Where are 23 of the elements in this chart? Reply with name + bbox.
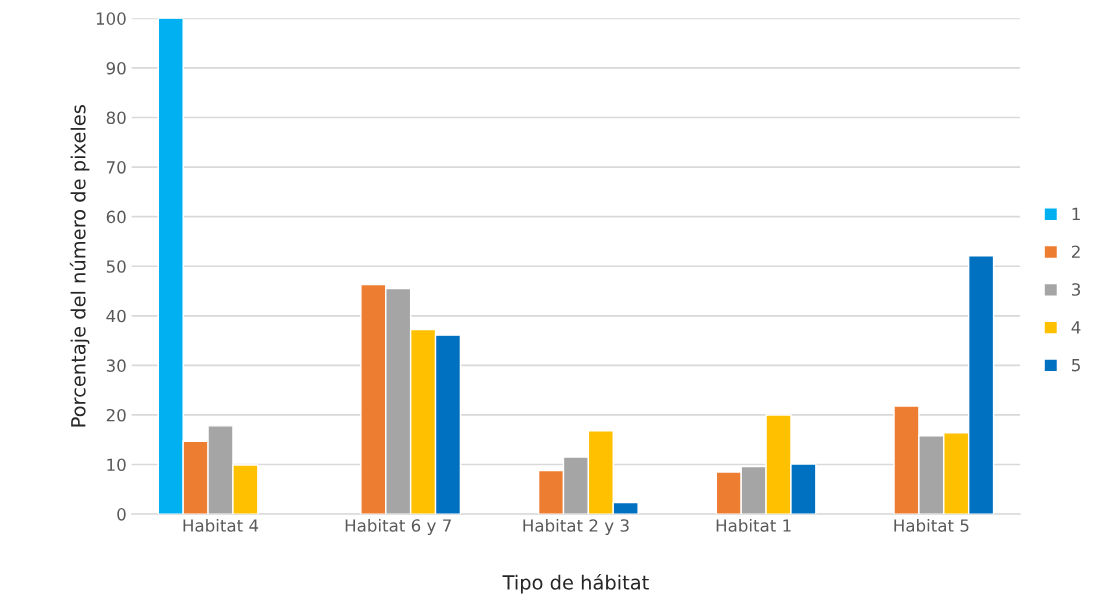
- legend-label: 1: [1072, 207, 1080, 221]
- y-tick-label: 0: [117, 508, 126, 521]
- x-tick-label: Habitat 5: [894, 518, 969, 532]
- x-axis-title: Tipo de hábitat: [502, 573, 649, 594]
- y-tick-label: 60: [106, 210, 126, 224]
- y-tick-label: 80: [106, 111, 126, 125]
- y-tick-label: 100: [96, 12, 126, 25]
- y-tick-label: 70: [106, 161, 126, 174]
- legend-label: 4: [1071, 321, 1081, 334]
- y-tick-label: 30: [106, 359, 126, 372]
- y-tick-label: 50: [106, 260, 126, 273]
- y-tick-label: 40: [106, 309, 126, 323]
- x-tick-label: Habitat 6 y 7: [345, 518, 451, 536]
- y-tick-label: 20: [106, 408, 126, 422]
- y-axis-title: Porcentaje del número de pixeles: [69, 105, 90, 427]
- legend-label: 5: [1072, 359, 1080, 372]
- x-tick-label: Habitat 4: [183, 518, 259, 532]
- legend-label: 3: [1072, 283, 1081, 296]
- legend-label: 2: [1071, 245, 1080, 258]
- y-tick-label: 90: [106, 61, 126, 75]
- y-tick-label: 10: [107, 458, 126, 472]
- x-tick-label: Habitat 1: [716, 518, 791, 532]
- x-tick-label: Habitat 2 y 3: [523, 518, 629, 536]
